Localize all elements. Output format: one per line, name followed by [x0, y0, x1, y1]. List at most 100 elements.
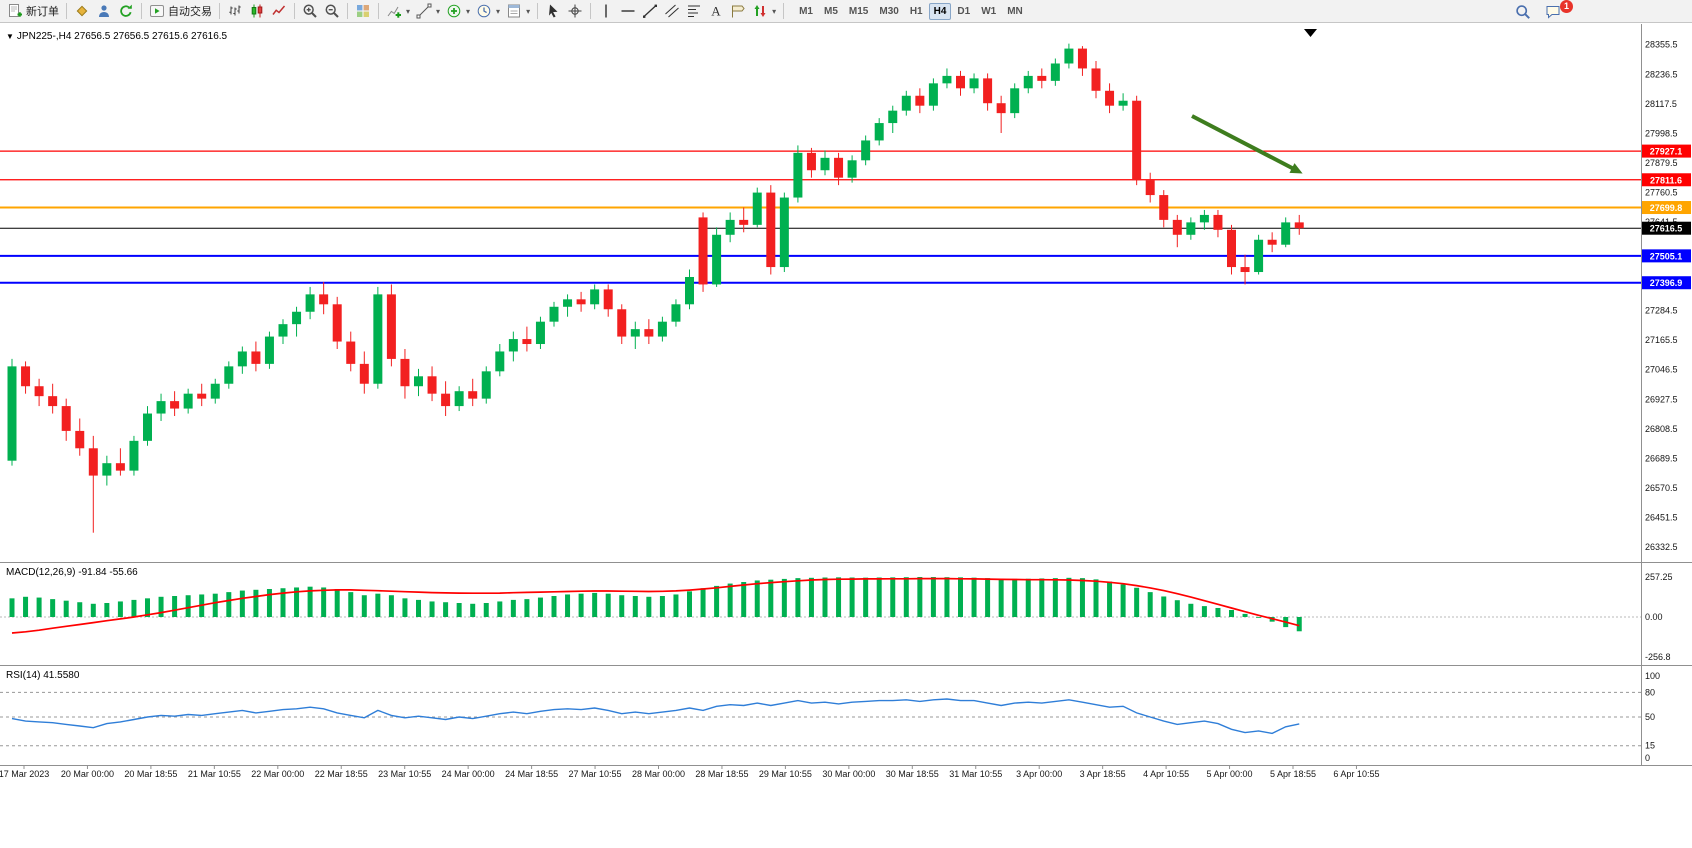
arrows-button[interactable]: ▾ [749, 1, 779, 21]
fibonacci-button[interactable] [683, 1, 705, 21]
timeframe-d1-button[interactable]: D1 [957, 5, 971, 17]
svg-text:30 Mar 00:00: 30 Mar 00:00 [822, 769, 875, 779]
bar-chart-button[interactable] [224, 1, 246, 21]
toolbar-right-icons: 1 [1512, 0, 1573, 23]
refresh-button[interactable] [115, 1, 137, 21]
svg-text:80: 80 [1645, 687, 1655, 697]
svg-text:3 Apr 18:55: 3 Apr 18:55 [1080, 769, 1126, 779]
timeframe-m15-button[interactable]: M15 [848, 5, 869, 17]
svg-text:26332.5: 26332.5 [1645, 542, 1678, 552]
timeframe-mn-button[interactable]: MN [1007, 5, 1023, 17]
macd-label: MACD(12,26,9) -91.84 -55.66 [6, 567, 138, 578]
timeframe-m30-button[interactable]: M30 [879, 5, 899, 17]
panel-frame [0, 24, 1692, 766]
timeframe-h1-button[interactable]: H1 [909, 5, 923, 17]
svg-text:24 Mar 00:00: 24 Mar 00:00 [442, 769, 495, 779]
arrows-dropdown-caret-icon[interactable]: ▾ [772, 6, 777, 16]
indicators-button[interactable]: ▾ [383, 1, 413, 21]
svg-text:22 Mar 18:55: 22 Mar 18:55 [315, 769, 368, 779]
timeframe-w1-button[interactable]: W1 [981, 5, 997, 17]
timeframe-h4-button[interactable]: H4 [928, 2, 952, 20]
trend-arrow[interactable] [1191, 114, 1303, 174]
svg-text:29 Mar 10:55: 29 Mar 10:55 [759, 769, 812, 779]
svg-text:28355.5: 28355.5 [1645, 40, 1678, 50]
add-object-dropdown-caret-icon[interactable]: ▾ [466, 6, 471, 16]
new-order-button[interactable]: 新订单 [4, 1, 62, 21]
rsi-label: RSI(14) 41.5580 [6, 670, 80, 681]
vertical-line-icon [598, 3, 614, 19]
svg-text:26927.5: 26927.5 [1645, 394, 1678, 404]
svg-text:28 Mar 00:00: 28 Mar 00:00 [632, 769, 685, 779]
search-button[interactable] [1512, 2, 1534, 22]
svg-text:27699.8: 27699.8 [1650, 203, 1683, 213]
timeframe-m1-button[interactable]: M1 [799, 5, 813, 17]
navigator-button[interactable] [93, 1, 115, 21]
toolbar: 新订单 自动交易 ▾ ▾ ▾ ▾ ▾ A ▾ M1 M5 M15 M30 H1 H4 D1 W1 MN 1 [0, 0, 1692, 23]
chat-button[interactable]: 1 [1542, 0, 1573, 22]
time-axis[interactable]: 17 Mar 2023 20 Mar 00:00 20 Mar 18:55 21 Ma… [0, 765, 1379, 780]
price-axis[interactable]: 28355.5 28236.5 28117.5 27998.5 27879.5 27760… [1645, 40, 1678, 552]
refresh-icon [118, 3, 134, 19]
svg-text:100: 100 [1645, 671, 1660, 681]
crosshair-button[interactable] [564, 1, 586, 21]
template-button[interactable]: ▾ [503, 1, 533, 21]
svg-text:26808.5: 26808.5 [1645, 424, 1678, 434]
clock-dropdown-caret-icon[interactable]: ▾ [496, 6, 501, 16]
indicators-icon [386, 3, 402, 19]
zoom-in-button[interactable] [299, 1, 321, 21]
svg-text:50: 50 [1645, 712, 1655, 722]
add-object-icon [446, 3, 462, 19]
template-dropdown-caret-icon[interactable]: ▾ [526, 6, 531, 16]
indicators-dropdown-caret-icon[interactable]: ▾ [406, 6, 411, 16]
text-icon: A [708, 3, 724, 19]
line-chart-button[interactable] [268, 1, 290, 21]
svg-text:27 Mar 10:55: 27 Mar 10:55 [569, 769, 622, 779]
svg-text:26451.5: 26451.5 [1645, 512, 1678, 522]
equidistant-channel-icon [664, 3, 680, 19]
clock-button[interactable]: ▾ [473, 1, 503, 21]
svg-text:4 Apr 10:55: 4 Apr 10:55 [1143, 769, 1189, 779]
svg-text:0: 0 [1645, 753, 1650, 763]
price-tags: 27927.1 27811.6 27699.8 27505.1 27396.9 27616… [1642, 144, 1691, 290]
zoom-in-icon [302, 3, 318, 19]
svg-text:27811.6: 27811.6 [1650, 175, 1682, 185]
objects-dropdown-caret-icon[interactable]: ▾ [436, 6, 441, 16]
zoom-out-button[interactable] [321, 1, 343, 21]
svg-text:15: 15 [1645, 741, 1655, 751]
cursor-button[interactable] [542, 1, 564, 21]
vertical-line-button[interactable] [595, 1, 617, 21]
symbol-dropdown-icon[interactable]: ▼ [6, 32, 14, 41]
chart-shift-marker[interactable] [1304, 29, 1317, 37]
candle-chart-button[interactable] [246, 1, 268, 21]
add-object-button[interactable]: ▾ [443, 1, 473, 21]
svg-text:28 Mar 18:55: 28 Mar 18:55 [695, 769, 748, 779]
equidistant-channel-button[interactable] [661, 1, 683, 21]
market-watch-button[interactable] [71, 1, 93, 21]
chat-icon [1545, 4, 1561, 20]
clock-icon [476, 3, 492, 19]
trendline-button[interactable] [639, 1, 661, 21]
objects-button[interactable]: ▾ [413, 1, 443, 21]
horizontal-line-button[interactable] [617, 1, 639, 21]
toolbar-separator [66, 3, 67, 19]
svg-text:22 Mar 00:00: 22 Mar 00:00 [251, 769, 304, 779]
new-order-icon [7, 3, 23, 19]
algo-trading-button[interactable]: 自动交易 [146, 1, 215, 21]
objects-icon [416, 3, 432, 19]
toolbar-separator [219, 3, 220, 19]
line-chart-icon [271, 3, 287, 19]
notification-badge[interactable]: 1 [1560, 0, 1573, 13]
timeframe-m5-button[interactable]: M5 [824, 5, 838, 17]
fibonacci-icon [686, 3, 702, 19]
label-button[interactable] [727, 1, 749, 21]
svg-text:3 Apr 00:00: 3 Apr 00:00 [1016, 769, 1062, 779]
svg-text:26570.5: 26570.5 [1645, 483, 1678, 493]
tile-windows-icon [355, 3, 371, 19]
text-button[interactable]: A [705, 1, 727, 21]
svg-text:28117.5: 28117.5 [1645, 99, 1677, 109]
svg-text:27927.1: 27927.1 [1650, 147, 1683, 157]
horizontal-line-icon [620, 3, 636, 19]
navigator-icon [96, 3, 112, 19]
tile-windows-button[interactable] [352, 1, 374, 21]
